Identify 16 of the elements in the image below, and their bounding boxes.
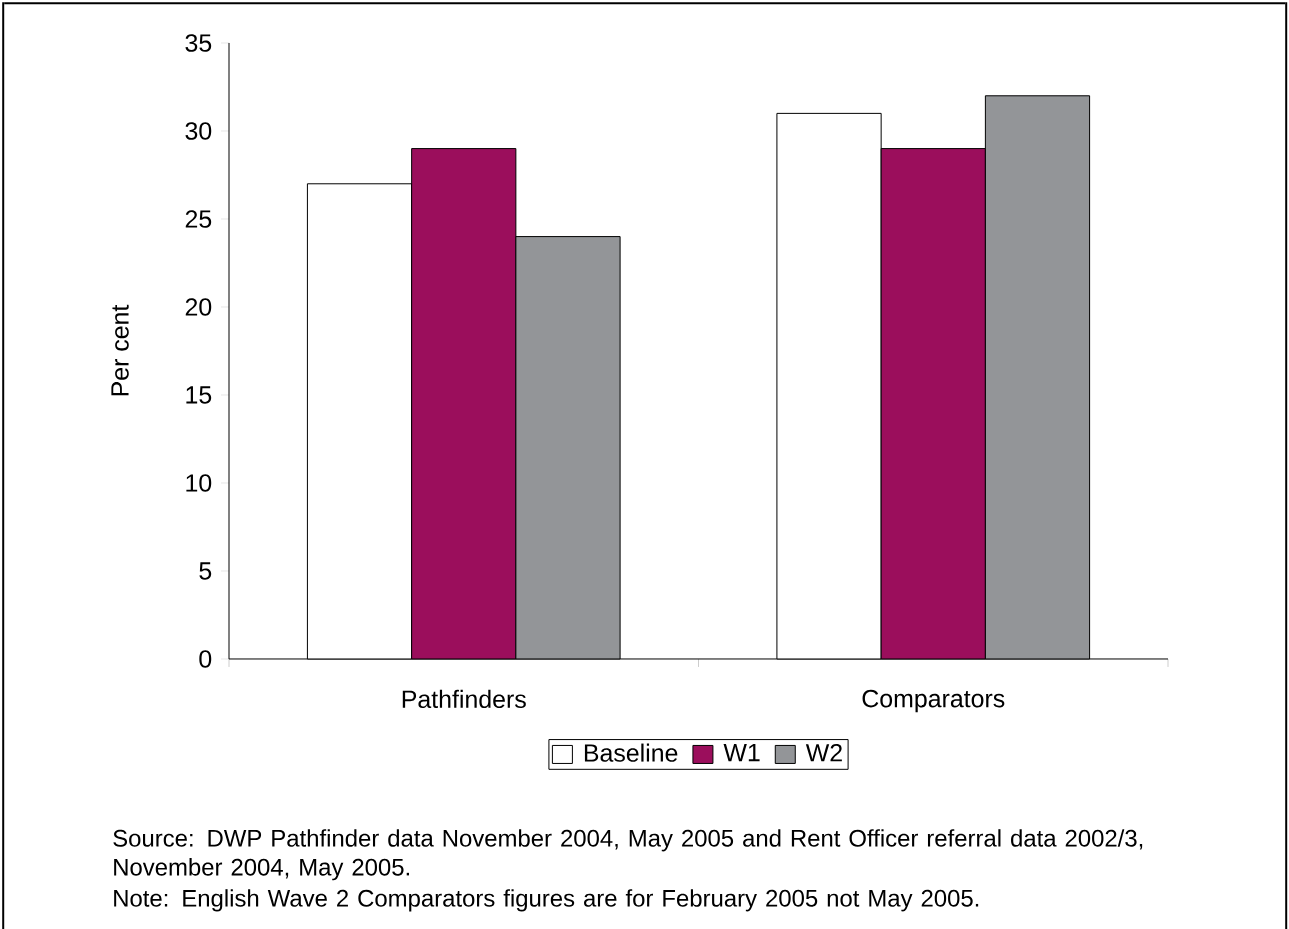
y-tick-label: 35 xyxy=(185,34,212,52)
y-tick-label: 5 xyxy=(199,562,212,580)
text: Note: English Wave 2 Comparators figures are for February 2005 not May 2005. xyxy=(114,889,979,912)
y-tick-label: 0 xyxy=(199,650,212,668)
legend-label: W1 xyxy=(723,744,760,762)
legend-label: Baseline xyxy=(584,743,678,762)
y-axis-title: Per cent xyxy=(111,304,129,396)
y-tick-label: 15 xyxy=(186,386,212,404)
y-tick-label: 30 xyxy=(185,122,212,140)
y-tick-label: 10 xyxy=(186,474,212,492)
legend-label: W2 xyxy=(805,743,842,762)
source-note: Source: DWP Pathfinder data November 2004, May 2005 and Rent Officer referral data 2002/3, November 2004, May 2005. xyxy=(113,829,1143,881)
y-tick-label: 20 xyxy=(185,298,212,316)
x-tick-label: Comparators xyxy=(862,689,1005,713)
x-tick-label: Pathfinders xyxy=(402,689,526,709)
y-tick-label: 25 xyxy=(185,210,212,228)
